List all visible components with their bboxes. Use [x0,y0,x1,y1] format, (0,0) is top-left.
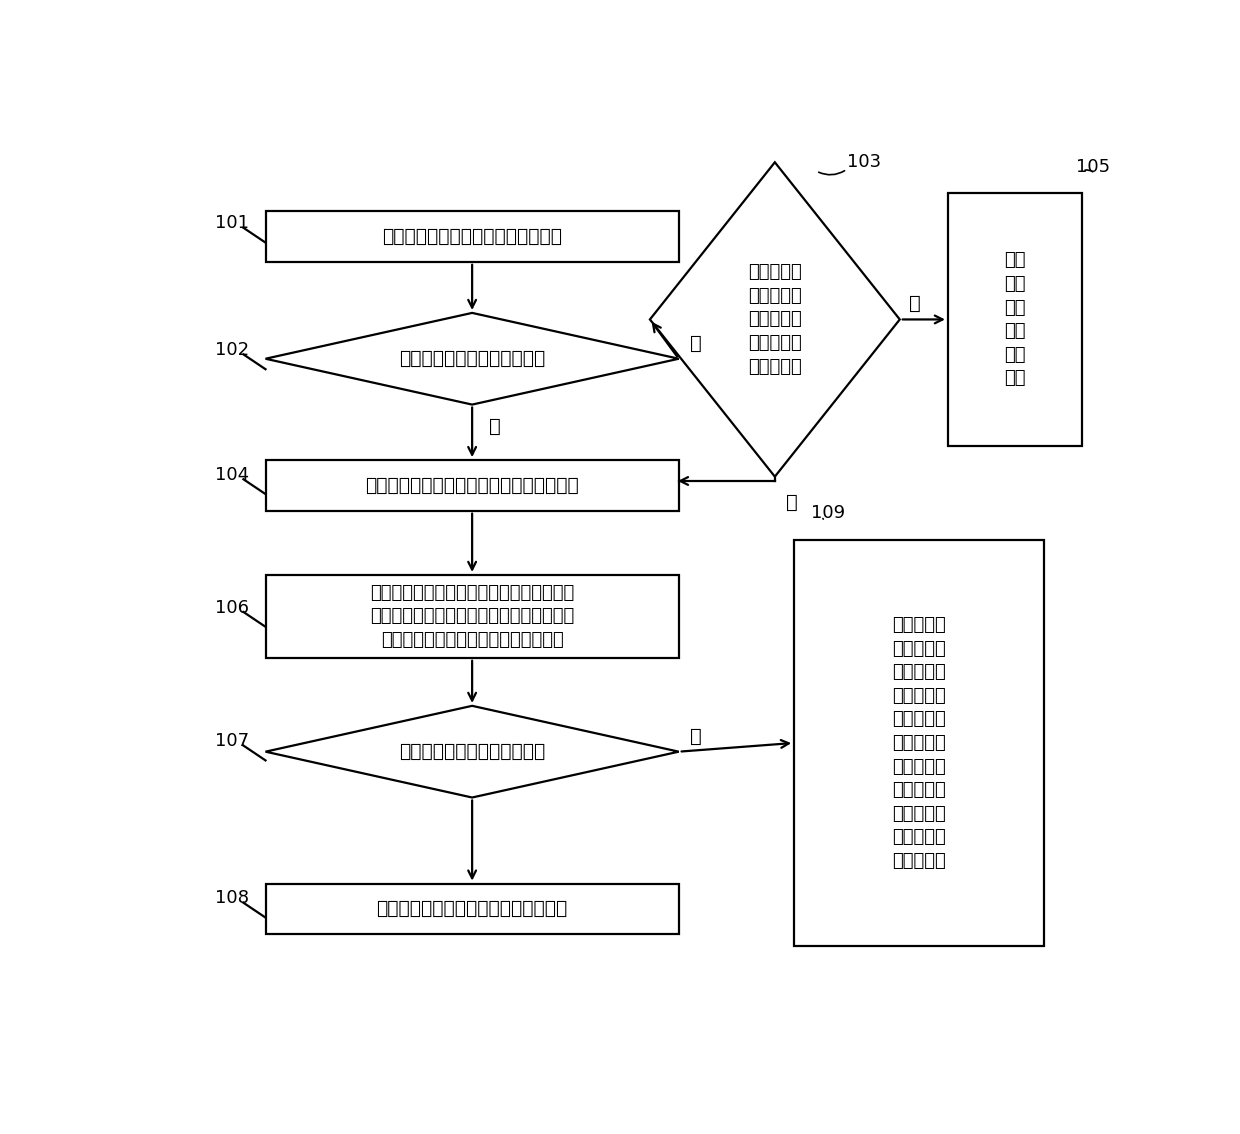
Text: 109: 109 [811,505,846,523]
Text: 101: 101 [215,214,248,232]
Text: 确定所述动力电池内部未发生短路故障: 确定所述动力电池内部未发生短路故障 [377,899,568,919]
Text: 是: 是 [909,294,921,313]
FancyBboxPatch shape [265,883,678,934]
Text: 每个所述端电压大于电压阈值: 每个所述端电压大于电压阈值 [399,349,546,369]
Polygon shape [650,162,900,476]
Polygon shape [265,705,678,797]
Text: 102: 102 [215,341,249,359]
Text: 所有检测系数均高于设定阈值: 所有检测系数均高于设定阈值 [399,742,546,761]
Text: 将未高于所
述设定阈值
的所述检测
系数所对应
的电池组确
定为发生短
路故障的电
池组，并保
存发生短路
故障的电池
组的端电压: 将未高于所 述设定阈值 的所述检测 系数所对应 的电池组确 定为发生短 路故障的… [892,616,946,870]
Text: 否: 否 [490,417,501,435]
FancyBboxPatch shape [265,460,678,510]
Text: 采集动力电池中每个电池组的端电压: 采集动力电池中每个电池组的端电压 [382,227,562,246]
Text: 所有大于电
压阈值的所
述端电压的
持续时间大
于预设时间: 所有大于电 压阈值的所 述端电压的 持续时间大 于预设时间 [748,263,802,375]
FancyBboxPatch shape [947,193,1083,446]
Polygon shape [265,313,678,405]
Text: 103: 103 [847,153,882,171]
FancyBboxPatch shape [794,540,1044,946]
Text: 106: 106 [215,599,248,617]
Text: 将所有所述端电压串联，构建闭合检测模型: 将所有所述端电压串联，构建闭合检测模型 [366,476,579,494]
Text: 105: 105 [1075,158,1110,176]
Text: 确定
所述
动力
电池
发生
故障: 确定 所述 动力 电池 发生 故障 [1004,252,1025,388]
Text: 否: 否 [786,493,799,513]
Text: 是: 是 [691,333,702,353]
FancyBboxPatch shape [265,211,678,262]
Text: 108: 108 [215,889,248,907]
Text: 计算每相邻两个端电压的相关系数，并将所
述相关系数确定为所述相邻两个端电压中的
前一个端电压对应的电池组的检测系数: 计算每相邻两个端电压的相关系数，并将所 述相关系数确定为所述相邻两个端电压中的 … [370,584,574,649]
Text: 107: 107 [215,733,249,751]
Text: 104: 104 [215,466,249,484]
FancyBboxPatch shape [265,575,678,658]
Text: 否: 否 [691,727,702,745]
